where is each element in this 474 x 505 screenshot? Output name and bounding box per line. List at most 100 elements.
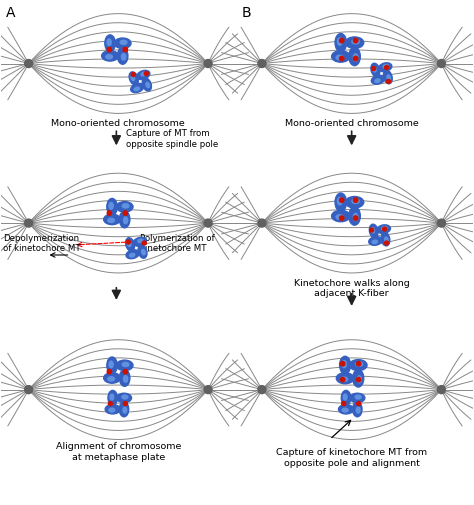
Circle shape [387, 80, 391, 84]
Circle shape [107, 370, 111, 374]
Ellipse shape [355, 395, 361, 399]
Ellipse shape [129, 73, 138, 86]
Circle shape [107, 212, 111, 216]
Ellipse shape [371, 228, 374, 233]
Circle shape [131, 73, 135, 77]
Circle shape [384, 66, 389, 70]
Ellipse shape [121, 55, 126, 61]
Ellipse shape [375, 80, 380, 83]
Ellipse shape [372, 240, 377, 244]
Ellipse shape [349, 48, 360, 67]
Ellipse shape [353, 214, 358, 221]
Ellipse shape [350, 393, 365, 403]
Ellipse shape [346, 197, 364, 209]
Ellipse shape [119, 370, 130, 386]
Ellipse shape [356, 362, 363, 367]
Ellipse shape [336, 373, 354, 384]
Circle shape [123, 402, 128, 406]
Ellipse shape [369, 225, 378, 238]
Circle shape [25, 61, 33, 68]
Circle shape [339, 198, 344, 203]
Ellipse shape [384, 238, 388, 243]
Ellipse shape [335, 34, 346, 53]
Circle shape [383, 228, 387, 232]
Ellipse shape [133, 238, 146, 247]
Circle shape [438, 61, 446, 68]
Circle shape [123, 370, 128, 374]
Ellipse shape [104, 215, 120, 225]
Ellipse shape [107, 358, 117, 374]
Circle shape [25, 220, 33, 228]
Circle shape [144, 72, 148, 76]
Ellipse shape [126, 250, 139, 259]
Circle shape [123, 212, 128, 216]
Circle shape [340, 378, 345, 382]
Ellipse shape [336, 215, 344, 220]
Ellipse shape [353, 402, 362, 417]
Ellipse shape [110, 394, 114, 400]
Ellipse shape [119, 402, 129, 417]
Text: Mono-oriented chromosome: Mono-oriented chromosome [285, 119, 419, 128]
Ellipse shape [137, 71, 150, 80]
Ellipse shape [346, 38, 364, 49]
Ellipse shape [109, 362, 113, 368]
Ellipse shape [146, 83, 150, 88]
Circle shape [438, 386, 446, 394]
Circle shape [438, 220, 446, 228]
Circle shape [25, 386, 33, 394]
Ellipse shape [382, 227, 387, 231]
Ellipse shape [114, 39, 131, 49]
Circle shape [258, 61, 266, 68]
Ellipse shape [122, 395, 128, 399]
Text: Kinetochore walks along
adjacent K-fiber: Kinetochore walks along adjacent K-fiber [294, 278, 410, 298]
Ellipse shape [116, 202, 133, 213]
Ellipse shape [352, 40, 359, 45]
Circle shape [258, 386, 266, 394]
Ellipse shape [141, 73, 146, 77]
Ellipse shape [117, 393, 132, 403]
Circle shape [339, 217, 344, 221]
Ellipse shape [383, 66, 388, 69]
Ellipse shape [335, 193, 346, 212]
Ellipse shape [134, 88, 139, 91]
Ellipse shape [138, 239, 143, 243]
Ellipse shape [381, 233, 390, 246]
Ellipse shape [129, 254, 135, 258]
Text: Polymerization of
kinetochore MT: Polymerization of kinetochore MT [140, 234, 215, 253]
Circle shape [342, 402, 346, 406]
Ellipse shape [379, 64, 392, 73]
Ellipse shape [106, 56, 112, 60]
Ellipse shape [123, 407, 127, 413]
Text: Capture of kinetochore MT from
opposite pole and alignment: Capture of kinetochore MT from opposite … [276, 447, 427, 467]
Ellipse shape [109, 409, 115, 412]
Ellipse shape [371, 64, 380, 77]
Ellipse shape [343, 394, 347, 400]
Circle shape [354, 39, 358, 44]
Ellipse shape [332, 211, 350, 222]
Circle shape [356, 402, 361, 406]
Circle shape [123, 48, 128, 53]
Circle shape [339, 57, 344, 62]
Ellipse shape [342, 361, 346, 368]
Ellipse shape [118, 48, 128, 65]
Ellipse shape [142, 79, 151, 92]
Ellipse shape [131, 76, 135, 81]
Ellipse shape [120, 41, 127, 45]
Ellipse shape [357, 376, 362, 383]
Circle shape [354, 217, 358, 221]
Ellipse shape [373, 68, 376, 73]
Ellipse shape [377, 225, 391, 234]
Circle shape [204, 386, 212, 394]
Circle shape [384, 241, 389, 245]
Text: Capture of MT from
opposite spindle pole: Capture of MT from opposite spindle pole [127, 129, 219, 148]
Ellipse shape [356, 407, 360, 413]
Ellipse shape [102, 52, 118, 62]
Ellipse shape [107, 199, 117, 216]
Ellipse shape [108, 219, 114, 223]
Ellipse shape [341, 390, 351, 406]
Ellipse shape [338, 405, 354, 414]
Ellipse shape [108, 377, 114, 381]
Text: Mono-oriented chromosome: Mono-oriented chromosome [52, 119, 185, 128]
Ellipse shape [126, 238, 135, 251]
Ellipse shape [122, 205, 129, 209]
